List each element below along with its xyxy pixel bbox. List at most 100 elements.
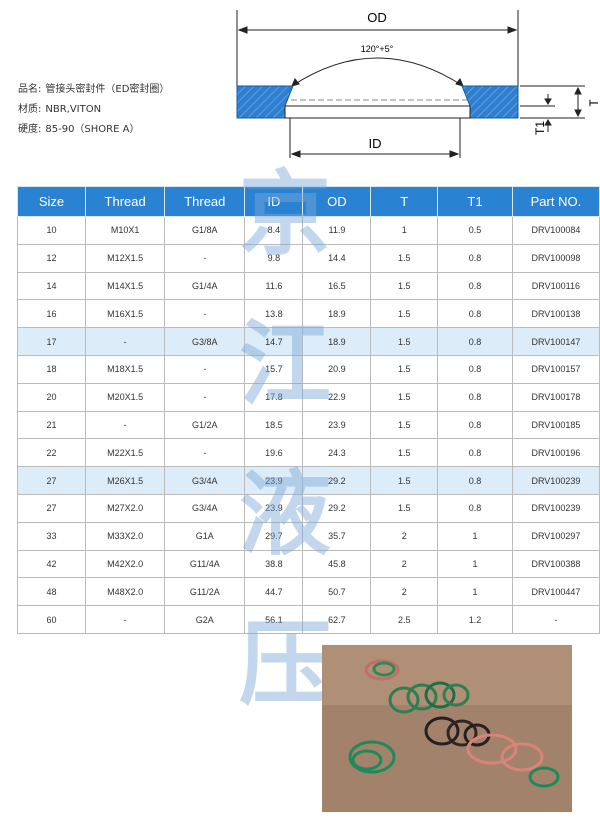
table-cell: 2.5 xyxy=(370,605,439,634)
table-row: 12 M12X1.5-9.8 14.4 1.5 0.8 DRV100098 xyxy=(16,243,600,273)
table-cell: 14 xyxy=(16,271,87,301)
table-cell: 14.4 xyxy=(302,243,372,273)
spec-value: NBR,VITON xyxy=(45,104,102,115)
id-label: ID xyxy=(369,136,382,151)
table-cell: 1.5 xyxy=(370,243,439,273)
table-cell: 17.8 xyxy=(244,382,304,412)
table-cell: 1.5 xyxy=(370,493,439,523)
table-cell: 19.6 xyxy=(244,438,304,468)
spec-label: 硬度: xyxy=(18,124,42,135)
table-cell: 62.7 xyxy=(302,605,372,634)
table-cell: - xyxy=(164,382,246,412)
table-cell: 15.7 xyxy=(244,354,304,384)
table-cell: - xyxy=(164,354,246,384)
table-cell: 56.1 xyxy=(244,605,304,634)
column-header: Thread xyxy=(164,186,246,217)
table-cell: G11/4A xyxy=(164,549,246,579)
table-cell: 2 xyxy=(370,577,439,607)
table-cell: 11.6 xyxy=(244,271,304,301)
table-cell: M14X1.5 xyxy=(85,271,166,301)
table-cell: 8.4 xyxy=(244,216,304,245)
table-cell: G3/4A xyxy=(164,493,246,523)
table-cell: 18.5 xyxy=(244,410,304,440)
column-header: Size xyxy=(16,186,87,217)
table-cell: 12 xyxy=(16,243,87,273)
table-cell: G1/4A xyxy=(164,271,246,301)
table-row: 18 M18X1.5-15.7 20.9 1.5 0.8 DRV100157 xyxy=(16,354,600,384)
table-cell: 1.5 xyxy=(370,382,439,412)
table-cell: DRV100196 xyxy=(511,438,600,468)
spec-value: 管接头密封件（ED密封圈） xyxy=(45,84,170,95)
table-cell: 20 xyxy=(16,382,87,412)
table-cell: 17 xyxy=(16,327,87,356)
table-cell: 1 xyxy=(437,521,513,551)
table-cell: 38.8 xyxy=(244,549,304,579)
column-header: T1 xyxy=(437,186,513,217)
spec-label: 品名: xyxy=(18,84,42,95)
column-header: Part NO. xyxy=(511,186,600,217)
table-cell: 20.9 xyxy=(302,354,372,384)
table-cell: 0.8 xyxy=(437,327,513,356)
table-cell: M12X1.5 xyxy=(85,243,166,273)
t1-label: T1 xyxy=(533,121,547,135)
spec-table: Size Thread Thread ID OD T T1 Part NO. 10 M10X1 G1… xyxy=(16,186,600,634)
column-header: Thread xyxy=(85,186,166,217)
table-cell: 0.8 xyxy=(437,493,513,523)
table-cell: 1.5 xyxy=(370,299,439,329)
table-cell: 1.5 xyxy=(370,466,439,495)
table-cell: G3/8A xyxy=(164,327,246,356)
table-cell: 27 xyxy=(16,466,87,495)
table-cell: G2A xyxy=(164,605,246,634)
table-cell: M33X2.0 xyxy=(85,521,166,551)
table-cell: 0.8 xyxy=(437,382,513,412)
table-cell: DRV100098 xyxy=(511,243,600,273)
column-header: ID xyxy=(244,186,304,217)
spec-line: 材质: NBR,VITON xyxy=(18,100,169,120)
table-cell: M42X2.0 xyxy=(85,549,166,579)
table-cell: 0.8 xyxy=(437,466,513,495)
spec-line: 硬度: 85-90（SHORE A） xyxy=(18,120,169,140)
table-cell: 60 xyxy=(16,605,87,634)
table-cell: 16.5 xyxy=(302,271,372,301)
table-cell: 18 xyxy=(16,354,87,384)
table-cell: DRV100447 xyxy=(511,577,600,607)
table-cell: 35.7 xyxy=(302,521,372,551)
table-cell: DRV100147 xyxy=(511,327,600,356)
table-cell: G3/4A xyxy=(164,466,246,495)
table-cell: - xyxy=(85,410,166,440)
table-row: 20 M20X1.5-17.8 22.9 1.5 0.8 DRV100178 xyxy=(16,382,600,412)
table-cell: 13.8 xyxy=(244,299,304,329)
table-cell: 2 xyxy=(370,549,439,579)
table-cell: 22 xyxy=(16,438,87,468)
table-cell: 23.9 xyxy=(244,466,304,495)
table-cell: G1/8A xyxy=(164,216,246,245)
table-cell: M20X1.5 xyxy=(85,382,166,412)
table-cell: G1/2A xyxy=(164,410,246,440)
table-row: 22 M22X1.5-19.6 24.3 1.5 0.8 DRV100196 xyxy=(16,438,600,468)
table-cell: - xyxy=(511,605,600,634)
table-cell: 0.8 xyxy=(437,243,513,273)
table-row: 16 M16X1.5-13.8 18.9 1.5 0.8 DRV100138 xyxy=(16,299,600,329)
table-cell: 0.5 xyxy=(437,216,513,245)
table-cell: 1.5 xyxy=(370,410,439,440)
table-cell: 0.8 xyxy=(437,299,513,329)
table-cell: 0.8 xyxy=(437,354,513,384)
table-cell: M10X1 xyxy=(85,216,166,245)
table-row: 14 M14X1.5 G1/4A 11.6 16.5 1.5 0.8 DRV100116 xyxy=(16,271,600,301)
table-cell: DRV100138 xyxy=(511,299,600,329)
table-cell: - xyxy=(85,327,166,356)
table-cell: DRV100185 xyxy=(511,410,600,440)
table-cell: 21 xyxy=(16,410,87,440)
seal-diagram: OD 120°+5° ID T T1 xyxy=(236,10,600,158)
table-cell: DRV100239 xyxy=(511,466,600,495)
table-row: 21- G1/2A 18.5 23.9 1.5 0.8 DRV100185 xyxy=(16,410,600,440)
table-cell: 9.8 xyxy=(244,243,304,273)
spec-label: 材质: xyxy=(18,104,42,115)
table-cell: 0.8 xyxy=(437,271,513,301)
table-cell: 18.9 xyxy=(302,299,372,329)
table-cell: M18X1.5 xyxy=(85,354,166,384)
table-cell: DRV100297 xyxy=(511,521,600,551)
table-row: 60- G2A 56.1 62.7 2.5 1.2- xyxy=(16,605,600,634)
table-cell: 2 xyxy=(370,521,439,551)
